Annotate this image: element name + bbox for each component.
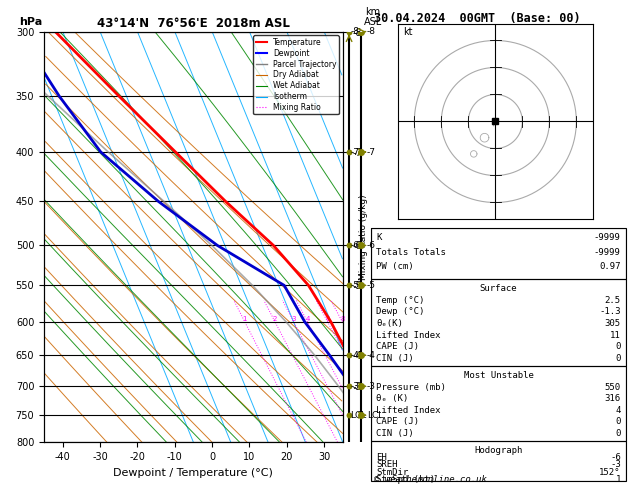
Text: 152°: 152° <box>599 468 621 477</box>
Text: Pressure (mb): Pressure (mb) <box>376 382 446 392</box>
Text: -3: -3 <box>610 460 621 469</box>
Text: 6: 6 <box>325 316 330 322</box>
Text: 11: 11 <box>610 330 621 340</box>
Text: -7: -7 <box>367 148 376 156</box>
Text: Hodograph: Hodograph <box>474 446 523 455</box>
Text: K: K <box>376 233 382 243</box>
Text: © weatheronline.co.uk: © weatheronline.co.uk <box>374 474 487 484</box>
Text: Temp (°C): Temp (°C) <box>376 295 425 305</box>
Text: kt: kt <box>404 27 413 37</box>
Text: 8: 8 <box>340 316 345 322</box>
X-axis label: Dewpoint / Temperature (°C): Dewpoint / Temperature (°C) <box>113 468 274 478</box>
Text: EH: EH <box>376 453 387 462</box>
Text: -1.3: -1.3 <box>599 307 621 316</box>
Text: 1: 1 <box>243 316 247 322</box>
Text: 305: 305 <box>604 319 621 328</box>
Text: -8: -8 <box>367 27 376 36</box>
Text: 2.5: 2.5 <box>604 295 621 305</box>
Text: Mixing Ratio (g/kg): Mixing Ratio (g/kg) <box>359 194 368 280</box>
Text: CIN (J): CIN (J) <box>376 429 414 437</box>
Text: 0: 0 <box>615 342 621 351</box>
Bar <box>371 366 626 441</box>
Text: -3: -3 <box>367 382 376 391</box>
Text: 0: 0 <box>615 354 621 363</box>
Bar <box>371 279 626 366</box>
Text: 550: 550 <box>604 382 621 392</box>
Text: 4: 4 <box>305 316 309 322</box>
Text: θₑ (K): θₑ (K) <box>376 394 408 403</box>
Text: CAPE (J): CAPE (J) <box>376 417 419 426</box>
Text: 0: 0 <box>615 429 621 437</box>
Bar <box>371 441 626 481</box>
Text: -6: -6 <box>350 241 359 250</box>
Text: hPa: hPa <box>19 17 42 28</box>
Text: -4: -4 <box>350 351 359 360</box>
Text: -8: -8 <box>350 27 359 36</box>
Text: LCL: LCL <box>350 411 367 420</box>
Text: 1: 1 <box>615 475 621 484</box>
Text: -9999: -9999 <box>594 248 621 257</box>
Text: Lifted Index: Lifted Index <box>376 330 441 340</box>
Legend: Temperature, Dewpoint, Parcel Trajectory, Dry Adiabat, Wet Adiabat, Isotherm, Mi: Temperature, Dewpoint, Parcel Trajectory… <box>253 35 339 114</box>
Text: -5: -5 <box>350 281 359 290</box>
Text: Most Unstable: Most Unstable <box>464 371 533 380</box>
Text: -6: -6 <box>610 453 621 462</box>
Text: 4: 4 <box>615 406 621 415</box>
Text: 316: 316 <box>604 394 621 403</box>
Text: Lifted Index: Lifted Index <box>376 406 441 415</box>
Text: 0.97: 0.97 <box>599 262 621 271</box>
Text: -6: -6 <box>367 241 376 250</box>
Text: -3: -3 <box>350 382 359 391</box>
Text: Surface: Surface <box>480 284 517 293</box>
Bar <box>371 228 626 279</box>
Text: SREH: SREH <box>376 460 398 469</box>
Title: 43°14'N  76°56'E  2018m ASL: 43°14'N 76°56'E 2018m ASL <box>97 17 290 31</box>
Text: CAPE (J): CAPE (J) <box>376 342 419 351</box>
Text: StmDir: StmDir <box>376 468 408 477</box>
Text: PW (cm): PW (cm) <box>376 262 414 271</box>
Text: CIN (J): CIN (J) <box>376 354 414 363</box>
Text: Dewp (°C): Dewp (°C) <box>376 307 425 316</box>
Text: LCL: LCL <box>367 411 383 420</box>
Text: 3: 3 <box>291 316 296 322</box>
Text: -4: -4 <box>367 351 376 360</box>
Text: 2: 2 <box>273 316 277 322</box>
Text: km
ASL: km ASL <box>364 7 382 28</box>
Text: -7: -7 <box>350 148 359 156</box>
Text: -5: -5 <box>367 281 376 290</box>
Text: Totals Totals: Totals Totals <box>376 248 446 257</box>
Text: θₑ(K): θₑ(K) <box>376 319 403 328</box>
Text: -9999: -9999 <box>594 233 621 243</box>
Text: 0: 0 <box>615 417 621 426</box>
Text: StmSpd (kt): StmSpd (kt) <box>376 475 435 484</box>
Text: 30.04.2024  00GMT  (Base: 00): 30.04.2024 00GMT (Base: 00) <box>374 12 581 25</box>
